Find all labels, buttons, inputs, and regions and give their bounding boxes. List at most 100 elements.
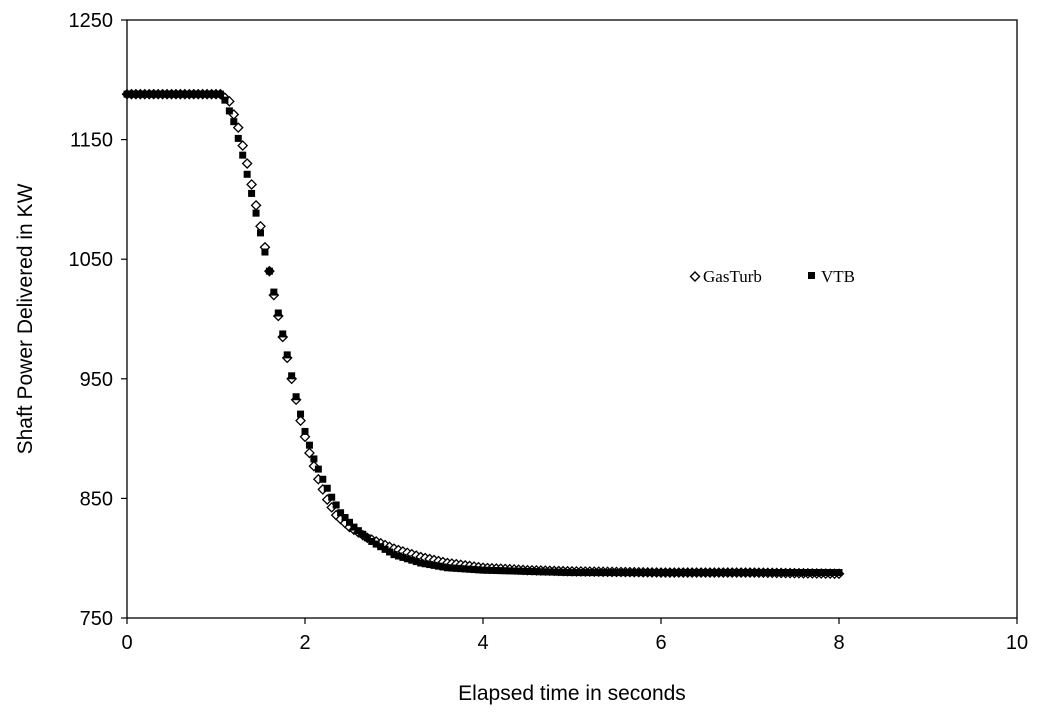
vtb-point [448,564,456,572]
vtb-point [421,560,429,568]
vtb-point [710,569,718,577]
vtb-point [377,543,385,551]
vtb-point [728,569,736,577]
vtb-point [208,90,216,98]
vtb-point [332,501,340,509]
vtb-point [439,563,447,571]
vtb-point [314,465,322,473]
vtb-point [194,90,202,98]
plot-area [126,19,1018,619]
vtb-point [733,569,741,577]
vtb-point [381,545,389,553]
vtb-point [239,151,247,159]
vtb-point [515,567,523,575]
vtb-point [127,90,135,98]
vtb-point [185,90,193,98]
vtb-point [617,569,625,577]
vtb-point [221,96,229,104]
vtb-point [372,540,380,548]
vtb-point [822,569,830,577]
vtb-point [595,569,603,577]
legend-marker-gasturb [689,271,701,282]
vtb-point [773,569,781,577]
vtb-point [154,90,162,98]
vtb-point [141,90,149,98]
vtb-point [230,118,238,126]
vtb-point [288,372,296,380]
vtb-point [675,569,683,577]
series-vtb [123,90,843,577]
vtb-point [568,569,576,577]
vtb-point [768,569,776,577]
vtb-point [693,569,701,577]
vtb-point [354,527,362,535]
vtb-point [368,537,376,545]
vtb-point [248,189,256,197]
vtb-point [635,569,643,577]
vtb-point [706,569,714,577]
vtb-point [670,569,678,577]
vtb-point [483,566,491,574]
vtb-point [519,567,527,575]
axis-ticks [121,19,1018,624]
vtb-point [648,569,656,577]
vtb-point [225,107,233,115]
x-tick-label: 4 [477,632,488,654]
y-tick-label: 850 [80,488,113,510]
vtb-point [417,559,425,567]
y-tick-label: 1150 [70,130,113,152]
vtb-point [715,569,723,577]
vtb-point [501,567,509,575]
vtb-point [257,229,264,237]
vtb-point [639,569,647,577]
y-tick-label: 1250 [69,10,114,32]
vtb-point [559,568,567,576]
vtb-point [363,534,371,542]
vtb-point [555,568,563,576]
vtb-point [261,248,269,256]
vtb-point [190,90,198,98]
vtb-point [145,90,153,98]
vtb-point [813,569,821,577]
vtb-point [532,568,540,576]
gasturb-point [295,415,306,427]
vtb-point [630,569,638,577]
vtb-point [666,569,674,577]
vtb-point [159,90,167,98]
vtb-point [572,569,580,577]
vtb-point [426,561,434,569]
vtb-point [524,567,531,575]
vtb-point [759,569,767,577]
vtb-point [506,567,514,575]
vtb-point [297,410,305,418]
vtb-point [435,562,442,570]
vtb-point [661,569,669,577]
vtb-point [390,551,398,559]
vtb-point [750,569,758,577]
vtb-point [546,568,554,576]
vtb-point [123,90,131,98]
y-tick-labels: 750 850 950 1050 1150 1250 [69,10,114,630]
vtb-point [604,569,612,577]
gasturb-point [246,179,258,190]
vtb-point [430,561,438,569]
vtb-point [786,569,794,577]
vtb-point [657,569,665,577]
vtb-point [150,90,158,98]
vtb-point [702,569,709,577]
vtb-point [581,569,589,577]
vtb-point [804,569,812,577]
vtb-point [590,569,598,577]
vtb-point [613,569,620,577]
vtb-point [216,90,224,98]
vtb-point [305,441,313,449]
gasturb-point [237,140,249,151]
vtb-point [746,569,754,577]
vtb-point [394,552,402,560]
vtb-point [653,569,661,577]
vtb-point [795,569,803,577]
vtb-point [181,90,189,98]
vtb-point [328,493,336,501]
vtb-point [564,568,572,576]
vtb-point [817,569,825,577]
